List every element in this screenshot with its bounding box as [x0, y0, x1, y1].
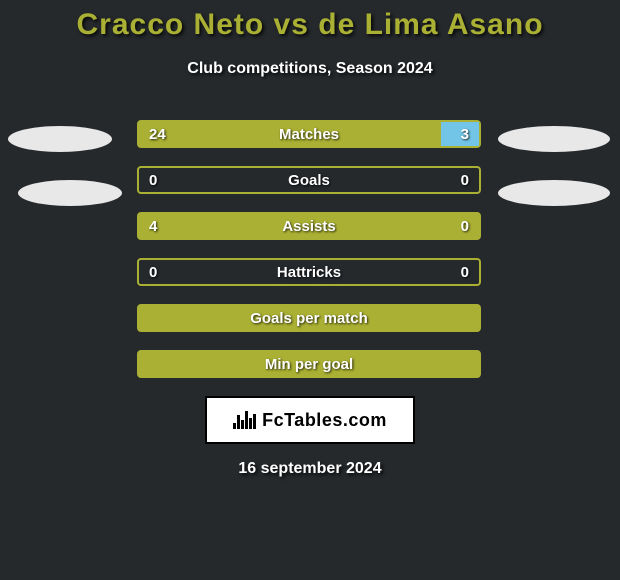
fctables-logo-icon	[233, 411, 256, 429]
page-title: Cracco Neto vs de Lima Asano	[0, 8, 620, 42]
stat-bar: 00Hattricks	[137, 258, 481, 286]
stat-label: Goals	[139, 168, 479, 192]
stat-bar: 243Matches	[137, 120, 481, 148]
stat-label: Min per goal	[139, 352, 479, 376]
stat-label: Assists	[139, 214, 479, 238]
comparison-chart: 243Matches 00Goals 40Assists 00Hattricks Goa…	[137, 120, 483, 378]
player1-avatar-shadow-1	[8, 126, 112, 152]
stat-bar: Min per goal	[137, 350, 481, 378]
stat-label: Goals per match	[139, 306, 479, 330]
stat-label: Matches	[139, 122, 479, 146]
stat-label: Hattricks	[139, 260, 479, 284]
subtitle: Club competitions, Season 2024	[0, 60, 620, 78]
player2-avatar-shadow-1	[498, 126, 610, 152]
stat-bar: 00Goals	[137, 166, 481, 194]
date-label: 16 september 2024	[0, 460, 620, 478]
attribution-badge: FcTables.com	[205, 396, 415, 444]
player1-avatar-shadow-2	[18, 180, 122, 206]
attribution-text: FcTables.com	[262, 410, 387, 431]
stat-bar: 40Assists	[137, 212, 481, 240]
player2-avatar-shadow-2	[498, 180, 610, 206]
stat-bar: Goals per match	[137, 304, 481, 332]
